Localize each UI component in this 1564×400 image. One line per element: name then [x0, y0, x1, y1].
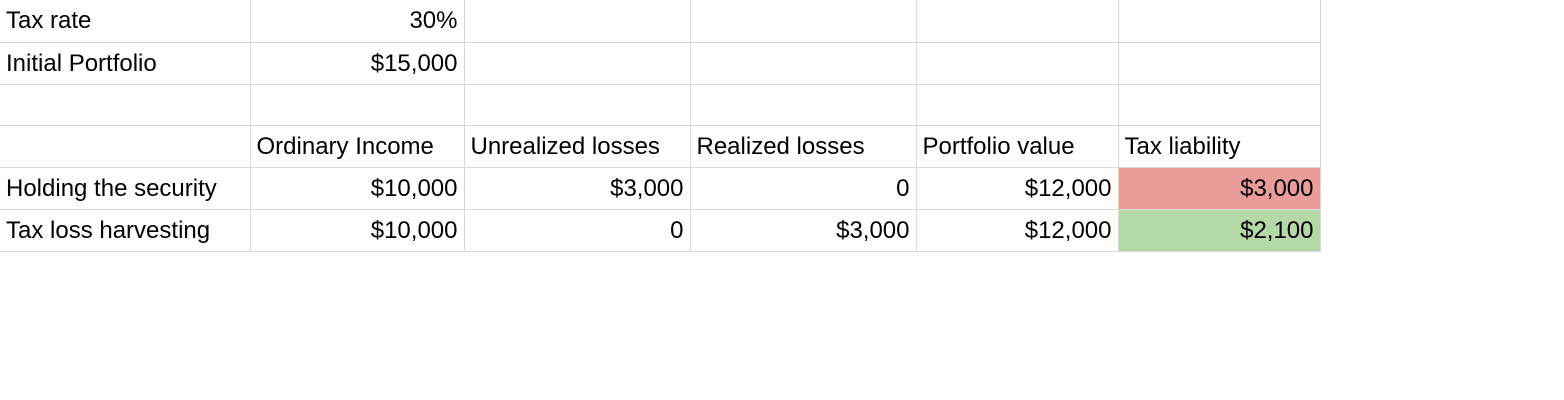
sheet-row-1: Tax rate 30%	[0, 0, 1321, 43]
header-portfolio-value[interactable]: Portfolio value	[916, 125, 1119, 168]
header-unrealized-losses[interactable]: Unrealized losses	[464, 125, 691, 168]
tax-liability-cell-high[interactable]: $3,000	[1118, 167, 1321, 210]
tax-rate-value-cell[interactable]: 30%	[250, 0, 465, 43]
header-ordinary-income[interactable]: Ordinary Income	[250, 125, 465, 168]
empty-cell[interactable]	[1118, 0, 1321, 43]
empty-cell[interactable]	[464, 84, 691, 126]
empty-cell[interactable]	[916, 84, 1119, 126]
empty-cell[interactable]	[690, 84, 917, 126]
initial-portfolio-label-cell[interactable]: Initial Portfolio	[0, 42, 251, 85]
initial-portfolio-value-cell[interactable]: $15,000	[250, 42, 465, 85]
portfolio-value-cell[interactable]: $12,000	[916, 209, 1119, 252]
header-realized-losses[interactable]: Realized losses	[690, 125, 917, 168]
sheet-row-3	[0, 84, 1321, 126]
row-label-holding[interactable]: Holding the security	[0, 167, 251, 210]
ordinary-income-cell[interactable]: $10,000	[250, 209, 465, 252]
empty-cell[interactable]	[690, 0, 917, 43]
unrealized-losses-cell[interactable]: $3,000	[464, 167, 691, 210]
empty-cell[interactable]	[690, 42, 917, 85]
empty-cell[interactable]	[250, 84, 465, 126]
empty-cell[interactable]	[464, 42, 691, 85]
empty-cell[interactable]	[916, 0, 1119, 43]
realized-losses-cell[interactable]: 0	[690, 167, 917, 210]
table-row-harvesting: Tax loss harvesting $10,000 0 $3,000 $12…	[0, 209, 1321, 252]
realized-losses-cell[interactable]: $3,000	[690, 209, 917, 252]
empty-cell[interactable]	[1118, 42, 1321, 85]
empty-cell[interactable]	[916, 42, 1119, 85]
header-row: Ordinary Income Unrealized losses Realiz…	[0, 125, 1321, 168]
empty-cell[interactable]	[464, 0, 691, 43]
unrealized-losses-cell[interactable]: 0	[464, 209, 691, 252]
row-label-harvesting[interactable]: Tax loss harvesting	[0, 209, 251, 252]
portfolio-value-cell[interactable]: $12,000	[916, 167, 1119, 210]
ordinary-income-cell[interactable]: $10,000	[250, 167, 465, 210]
empty-cell[interactable]	[0, 84, 251, 126]
empty-cell[interactable]	[0, 125, 251, 168]
spreadsheet-grid: Tax rate 30% Initial Portfolio $15,000 O…	[0, 0, 1321, 252]
header-tax-liability[interactable]: Tax liability	[1118, 125, 1321, 168]
empty-cell[interactable]	[1118, 84, 1321, 126]
table-row-holding: Holding the security $10,000 $3,000 0 $1…	[0, 167, 1321, 210]
sheet-row-2: Initial Portfolio $15,000	[0, 42, 1321, 85]
tax-liability-cell-low[interactable]: $2,100	[1118, 209, 1321, 252]
tax-rate-label-cell[interactable]: Tax rate	[0, 0, 251, 43]
